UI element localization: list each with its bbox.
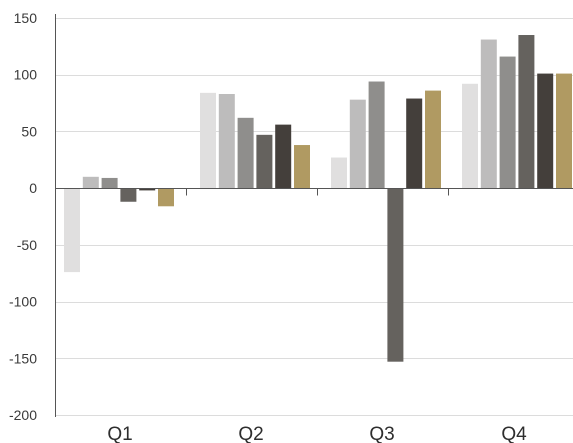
- bar-q1-series-3: [101, 177, 118, 189]
- bar-q2-series-1: [200, 92, 216, 189]
- y-axis-tick-labels: 150 100 50 0 -50 -100 -150 -200: [9, 10, 37, 423]
- bar-q3-series-2: [349, 99, 366, 189]
- bar-q3-series-5: [406, 98, 423, 189]
- bar-q4-series-6: [556, 73, 572, 189]
- axes: [55, 14, 573, 417]
- bar-q1-series-6: [158, 188, 174, 207]
- bar-q2-series-2: [218, 93, 235, 189]
- bar-q1-series-2: [82, 176, 99, 189]
- y-tick-label: -50: [17, 237, 37, 253]
- y-tick-label: -100: [9, 294, 37, 310]
- bar-q4-series-5: [537, 73, 554, 189]
- bar-q3-series-1: [331, 157, 347, 189]
- x-category-label: Q2: [238, 424, 263, 443]
- bar-q2-series-5: [275, 124, 292, 189]
- bar-q1-series-5: [139, 188, 156, 191]
- y-tick-label: 150: [14, 10, 38, 26]
- y-tick-label: 100: [14, 67, 38, 83]
- bar-q4-series-2: [480, 39, 497, 189]
- x-axis-category-labels: Q1 Q2 Q3 Q4: [107, 424, 527, 443]
- y-tick-label: 0: [29, 180, 37, 196]
- bar-q2-series-4: [256, 134, 273, 189]
- bar-q4-series-1: [462, 83, 478, 189]
- bars: [64, 35, 572, 362]
- y-tick-label: -150: [9, 350, 37, 366]
- bar-q1-series-4: [120, 188, 137, 202]
- x-category-label: Q1: [107, 424, 132, 443]
- y-tick-label: 50: [21, 123, 37, 139]
- bar-q1-series-1: [64, 188, 80, 273]
- y-tick-label: -200: [9, 407, 37, 423]
- x-category-label: Q3: [369, 424, 394, 443]
- x-category-label: Q4: [501, 424, 527, 443]
- bar-q2-series-6: [294, 145, 310, 189]
- bar-q3-series-6: [425, 90, 441, 189]
- bar-q3-series-4: [387, 188, 404, 362]
- bar-q3-series-3: [368, 81, 385, 189]
- bar-q4-series-3: [499, 56, 516, 189]
- gridlines: [55, 18, 573, 416]
- bar-q4-series-4: [518, 35, 535, 189]
- bar-q2-series-3: [237, 117, 254, 189]
